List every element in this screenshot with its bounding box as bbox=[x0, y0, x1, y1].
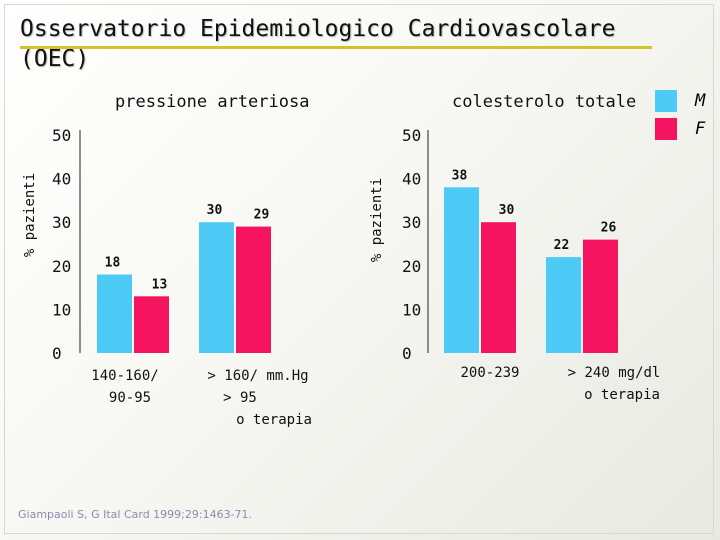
y-tick-label: 20 bbox=[52, 257, 71, 276]
y-tick-label: 40 bbox=[402, 170, 421, 189]
category-label: > 240 mg/dl bbox=[568, 365, 661, 381]
category-label: o terapia bbox=[236, 412, 312, 428]
bar-f bbox=[481, 222, 516, 353]
category-label: > 160/ mm.Hg bbox=[207, 368, 308, 384]
y-tick-label: 40 bbox=[52, 170, 71, 189]
bar-m bbox=[444, 187, 479, 353]
y-tick-label: 0 bbox=[402, 344, 412, 363]
chart-title-pressione: pressione arteriosa bbox=[115, 92, 310, 112]
category-label: o terapia bbox=[584, 387, 660, 403]
legend-label-f: F bbox=[695, 119, 706, 139]
data-label: 18 bbox=[105, 256, 121, 271]
data-label: 13 bbox=[152, 277, 168, 292]
y-axis-title-0: % pazienti bbox=[22, 173, 38, 257]
legend-item-f: F bbox=[655, 118, 705, 140]
y-tick-label: 10 bbox=[402, 300, 421, 319]
data-label: 22 bbox=[554, 238, 570, 253]
y-tick-label: 50 bbox=[52, 126, 71, 145]
data-label: 29 bbox=[254, 208, 270, 223]
legend: M F bbox=[655, 90, 705, 146]
y-axis-title-1: % pazienti bbox=[369, 178, 385, 262]
category-label: 200-239 bbox=[460, 365, 519, 381]
citation: Giampaoli S, G Ital Card 1999;29:1463-71… bbox=[18, 508, 253, 521]
y-tick-label: 50 bbox=[402, 126, 421, 145]
legend-label-m: M bbox=[695, 91, 706, 111]
legend-swatch-m bbox=[655, 90, 677, 112]
bar-m bbox=[97, 274, 132, 353]
y-tick-label: 20 bbox=[402, 257, 421, 276]
bar-m bbox=[199, 222, 234, 353]
legend-item-m: M bbox=[655, 90, 705, 112]
bar-f bbox=[583, 239, 618, 353]
slide-title: Osservatorio Epidemiologico Cardiovascol… bbox=[20, 16, 616, 72]
legend-swatch-f bbox=[655, 118, 677, 140]
category-label: > 95 bbox=[223, 390, 257, 406]
y-tick-label: 0 bbox=[52, 344, 62, 363]
y-tick-label: 30 bbox=[402, 213, 421, 232]
data-label: 38 bbox=[452, 168, 468, 183]
data-label: 26 bbox=[601, 221, 617, 236]
category-label: 90-95 bbox=[109, 390, 151, 406]
y-tick-label: 30 bbox=[52, 213, 71, 232]
data-label: 30 bbox=[499, 203, 515, 218]
bar-m bbox=[546, 257, 581, 353]
chart-title-colesterolo: colesterolo totale bbox=[452, 92, 637, 112]
category-label: 140-160/ bbox=[91, 368, 158, 384]
bar-f bbox=[236, 226, 271, 353]
bar-f bbox=[134, 296, 169, 353]
data-label: 30 bbox=[207, 203, 223, 218]
title-underline bbox=[20, 46, 652, 49]
y-tick-label: 10 bbox=[52, 300, 71, 319]
